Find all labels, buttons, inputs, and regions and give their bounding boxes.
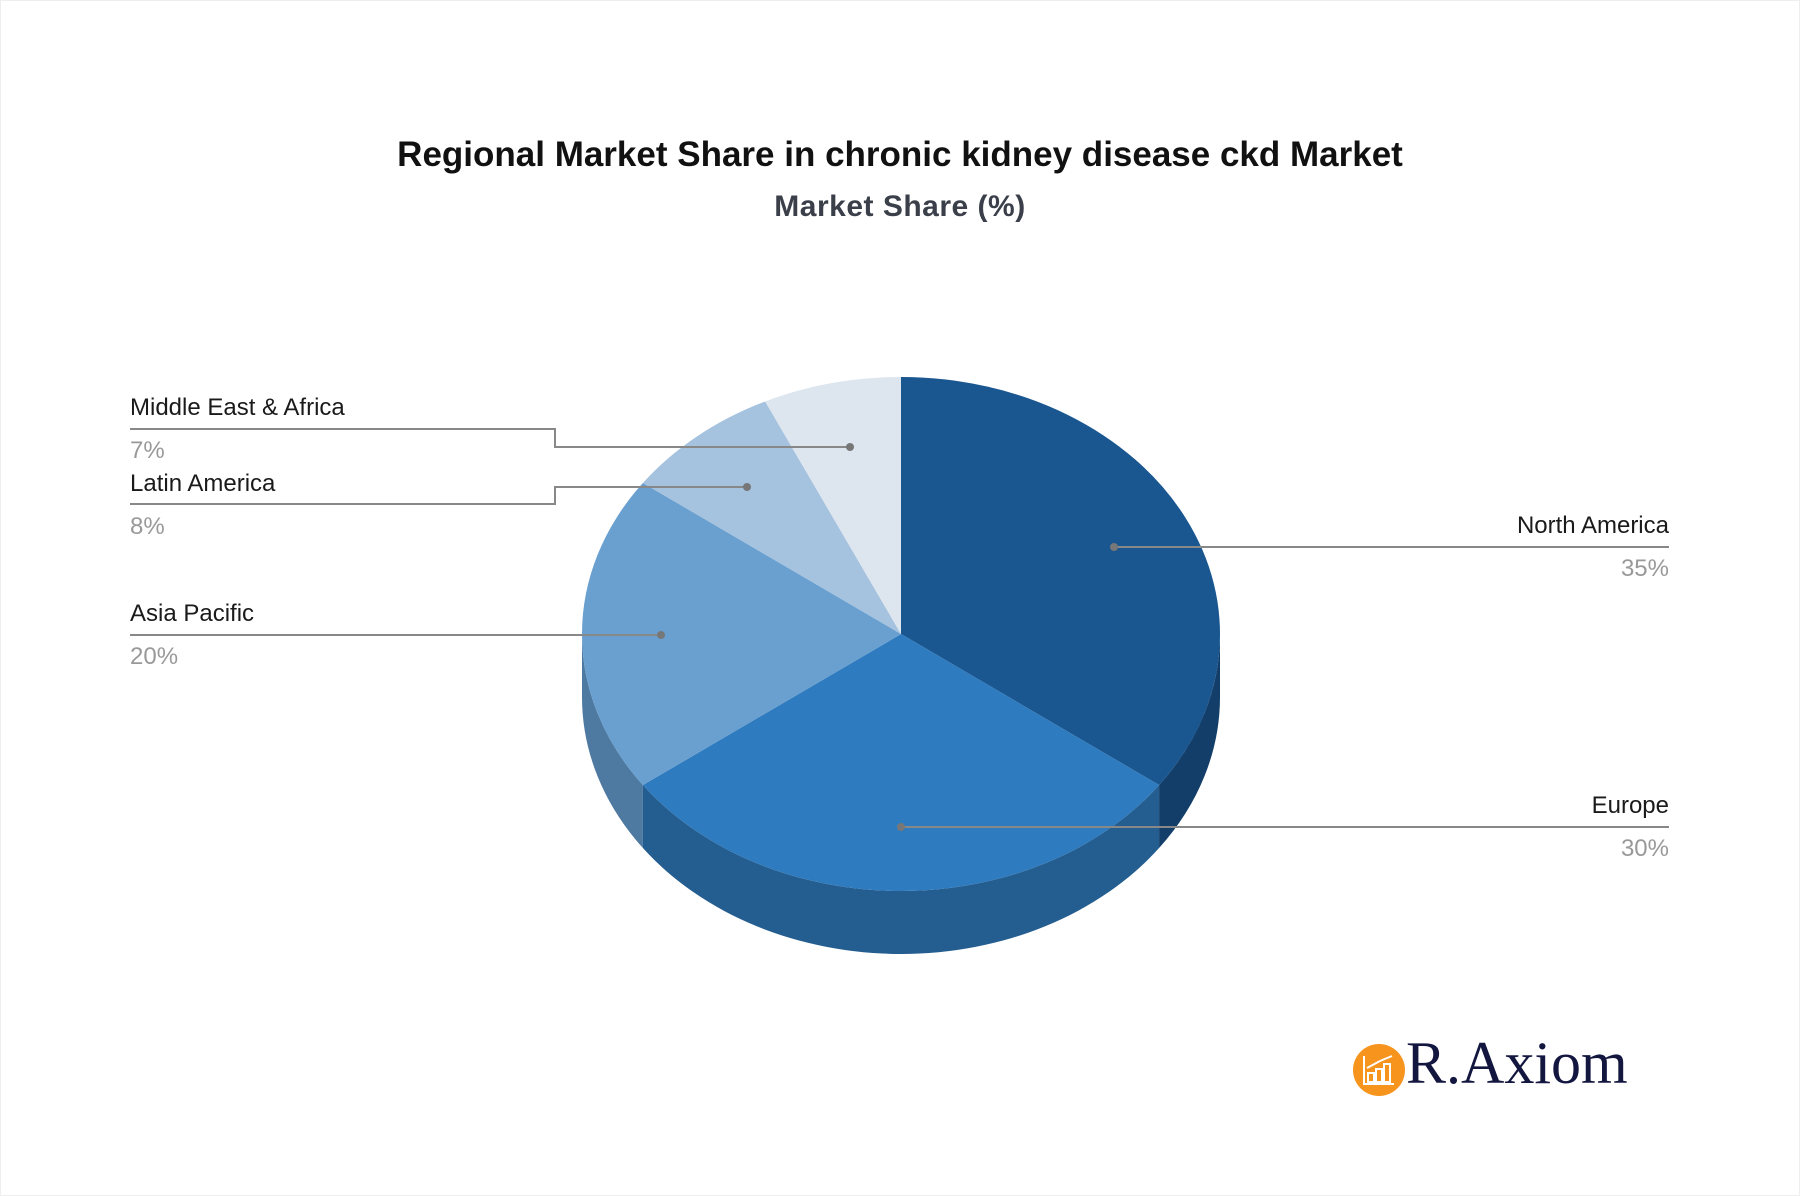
leader-dot-asia-pacific xyxy=(657,631,665,639)
pie-slice-latin-america xyxy=(642,401,901,634)
pie-slice-middle-east-africa xyxy=(765,377,901,634)
chart-title: Regional Market Share in chronic kidney … xyxy=(397,135,1403,174)
label-latin-america: Latin America xyxy=(130,470,276,497)
leader-dot-middle-east-africa xyxy=(846,443,854,451)
value-middle-east-africa: 7% xyxy=(130,437,165,464)
leader-line-latin-america xyxy=(130,486,747,505)
pie-side-north-america xyxy=(1159,634,1220,849)
value-latin-america: 8% xyxy=(130,513,165,540)
pie-slice-asia-pacific xyxy=(582,482,901,786)
chart-subtitle: Market Share (%) xyxy=(774,190,1026,223)
label-north-america: North America xyxy=(1517,512,1670,539)
leader-line-middle-east-africa xyxy=(130,428,850,448)
value-asia-pacific: 20% xyxy=(130,643,178,670)
leader-dot-north-america xyxy=(1110,543,1118,551)
leader-dot-latin-america xyxy=(743,483,751,491)
leader-dot-europe xyxy=(897,823,905,831)
label-asia-pacific: Asia Pacific xyxy=(130,600,254,627)
pie-side-asia-pacific xyxy=(582,634,643,849)
logo-text: R.Axiom xyxy=(1406,1030,1628,1096)
value-north-america: 35% xyxy=(1621,555,1669,582)
logo-icon xyxy=(1353,1044,1405,1096)
pie-side-europe xyxy=(642,785,1160,954)
label-europe: Europe xyxy=(1592,792,1669,819)
label-middle-east-africa: Middle East & Africa xyxy=(130,394,345,421)
value-europe: 30% xyxy=(1621,835,1669,862)
pie-slice-north-america xyxy=(901,377,1220,786)
